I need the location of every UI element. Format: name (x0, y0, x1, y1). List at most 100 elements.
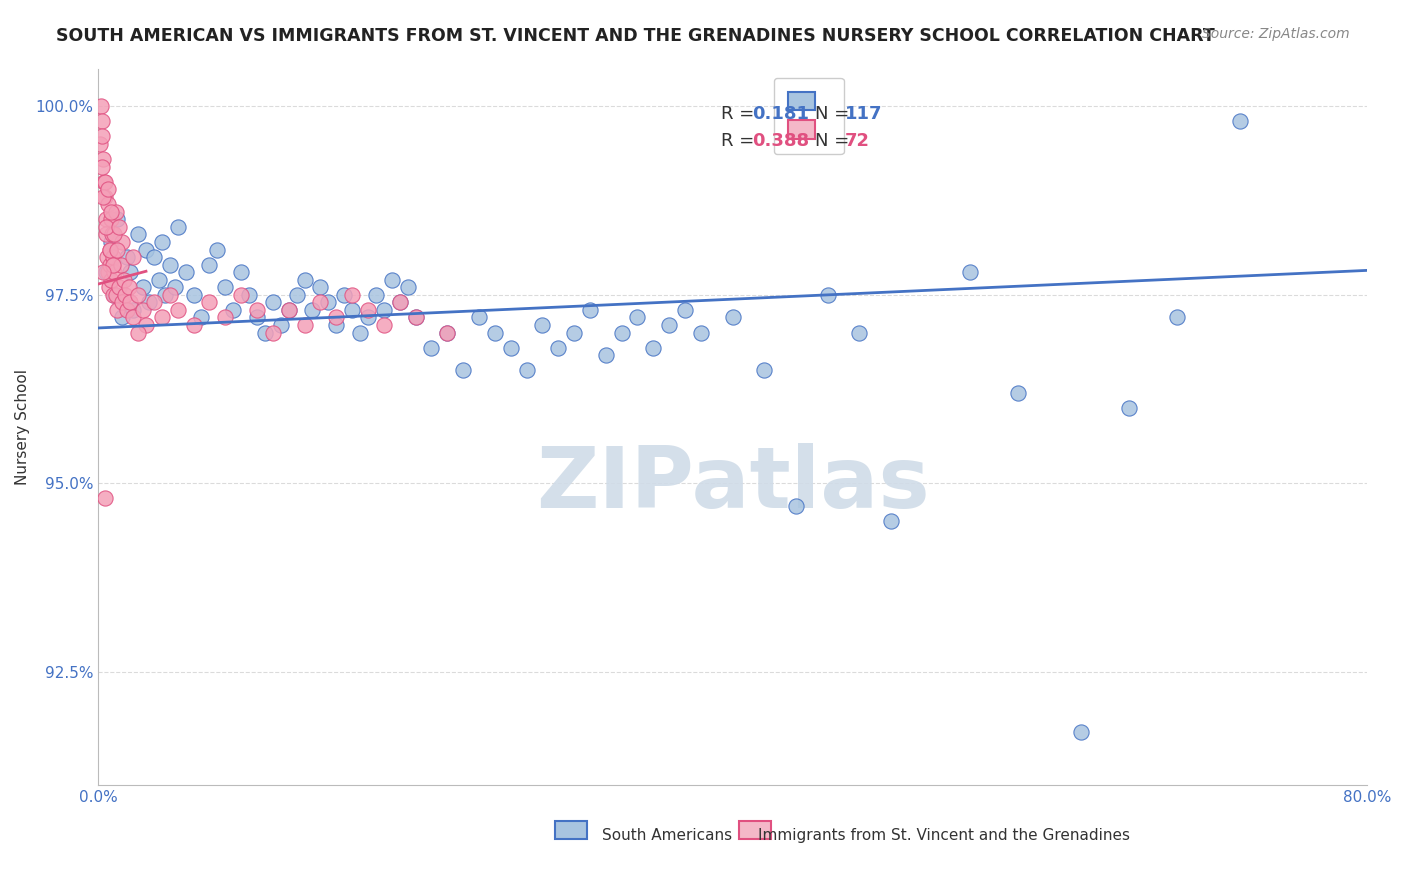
Point (120, 265, 142, 279)
Point (1118, 401, 1140, 415)
Point (515, 363, 537, 377)
Point (122, 302, 145, 317)
Point (340, 288, 363, 302)
Point (142, 295, 165, 310)
Point (848, 326, 870, 340)
Text: R =: R = (721, 132, 761, 150)
Point (148, 273, 170, 287)
Point (97, 182, 120, 196)
Text: 0.181: 0.181 (752, 105, 810, 123)
Point (163, 280, 186, 294)
Point (91, 265, 114, 279)
Point (101, 258, 124, 272)
Point (91, 152, 114, 166)
Point (94, 491, 117, 506)
Point (103, 250, 125, 264)
Point (127, 326, 149, 340)
Point (754, 363, 776, 377)
Point (595, 348, 617, 362)
Point (93, 175, 115, 189)
Point (1007, 385, 1029, 400)
Point (101, 288, 124, 302)
Point (190, 310, 212, 325)
Point (405, 310, 427, 325)
Point (91, 190, 114, 204)
Text: 72: 72 (845, 132, 870, 150)
Point (373, 318, 395, 332)
Point (122, 250, 145, 264)
Point (96, 250, 118, 264)
Point (357, 310, 380, 325)
Point (364, 288, 387, 302)
Text: N =: N = (815, 132, 855, 150)
Point (484, 326, 506, 340)
Text: SOUTH AMERICAN VS IMMIGRANTS FROM ST. VINCENT AND THE GRENADINES NURSERY SCHOOL : SOUTH AMERICAN VS IMMIGRANTS FROM ST. VI… (56, 27, 1215, 45)
Point (309, 295, 332, 310)
Point (107, 302, 129, 317)
Point (253, 326, 276, 340)
Point (294, 318, 316, 332)
Point (132, 280, 155, 294)
Point (135, 243, 157, 257)
Point (531, 318, 554, 332)
Point (214, 310, 236, 325)
Point (166, 219, 188, 234)
Point (207, 243, 229, 257)
Point (373, 302, 395, 317)
Point (98, 258, 121, 272)
Text: N =: N = (815, 105, 855, 123)
Point (381, 273, 404, 287)
Point (96, 227, 118, 242)
Point (340, 302, 363, 317)
Point (277, 302, 299, 317)
Point (309, 280, 332, 294)
Point (103, 288, 125, 302)
Legend: , : , (773, 78, 844, 154)
Point (388, 295, 411, 310)
Point (562, 326, 585, 340)
Point (626, 310, 648, 325)
Point (135, 318, 157, 332)
Point (229, 288, 252, 302)
FancyBboxPatch shape (740, 821, 770, 838)
Point (98, 243, 121, 257)
Point (97, 197, 120, 211)
Y-axis label: Nursery School: Nursery School (15, 368, 30, 485)
Point (785, 499, 807, 513)
Point (159, 258, 181, 272)
Point (262, 326, 284, 340)
Point (132, 302, 155, 317)
Point (436, 326, 458, 340)
Point (318, 295, 340, 310)
Point (405, 310, 427, 325)
Point (349, 326, 371, 340)
Point (111, 310, 134, 325)
Point (94, 190, 117, 204)
Point (610, 326, 633, 340)
Point (436, 326, 458, 340)
Point (357, 302, 380, 317)
Point (104, 204, 127, 219)
Point (547, 341, 569, 355)
Point (127, 227, 149, 242)
Point (104, 288, 127, 302)
Point (98, 243, 121, 257)
Point (103, 227, 125, 242)
Point (115, 302, 138, 317)
Point (150, 235, 173, 249)
Point (673, 302, 696, 317)
Text: 0.388: 0.388 (752, 132, 810, 150)
Text: Immigrants from St. Vincent and the Grenadines: Immigrants from St. Vincent and the Gren… (758, 828, 1130, 843)
Point (111, 295, 134, 310)
Point (94, 175, 117, 189)
Point (294, 273, 316, 287)
Point (238, 288, 260, 302)
Point (214, 280, 236, 294)
Point (96, 219, 118, 234)
Point (270, 318, 292, 332)
Point (108, 219, 131, 234)
Point (100, 273, 122, 287)
Point (108, 280, 131, 294)
Text: 117: 117 (845, 105, 883, 123)
Point (97, 280, 120, 294)
